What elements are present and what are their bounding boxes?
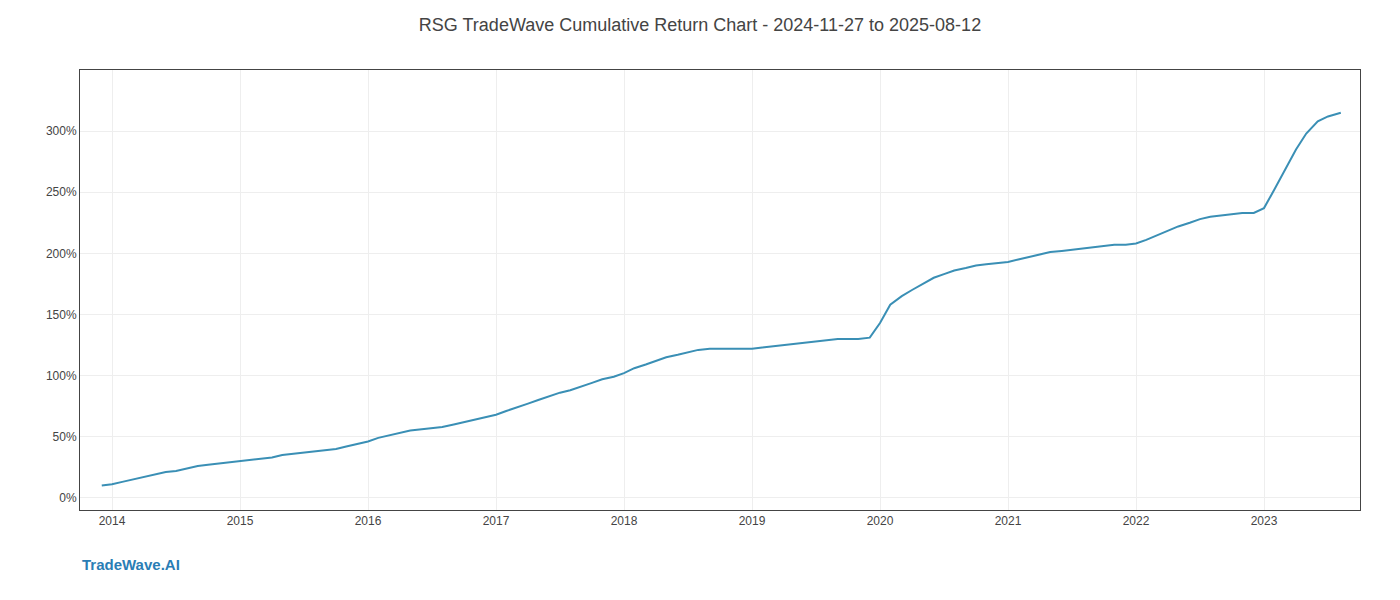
svg-text:100%: 100% [46, 369, 77, 383]
svg-text:2022: 2022 [1123, 514, 1150, 528]
svg-text:2023: 2023 [1251, 514, 1278, 528]
svg-text:50%: 50% [53, 430, 77, 444]
svg-text:2020: 2020 [867, 514, 894, 528]
svg-text:2015: 2015 [227, 514, 254, 528]
svg-text:300%: 300% [46, 124, 77, 138]
svg-text:RSG TradeWave Cumulative Retur: RSG TradeWave Cumulative Return Chart - … [419, 15, 981, 35]
svg-text:200%: 200% [46, 247, 77, 261]
svg-text:2017: 2017 [483, 514, 510, 528]
svg-text:2014: 2014 [99, 514, 126, 528]
svg-text:250%: 250% [46, 185, 77, 199]
svg-text:TradeWave.AI: TradeWave.AI [82, 556, 180, 573]
svg-text:2021: 2021 [995, 514, 1022, 528]
svg-text:0%: 0% [59, 491, 77, 505]
svg-text:2018: 2018 [611, 514, 638, 528]
svg-text:2019: 2019 [739, 514, 766, 528]
svg-text:150%: 150% [46, 308, 77, 322]
svg-text:2016: 2016 [355, 514, 382, 528]
